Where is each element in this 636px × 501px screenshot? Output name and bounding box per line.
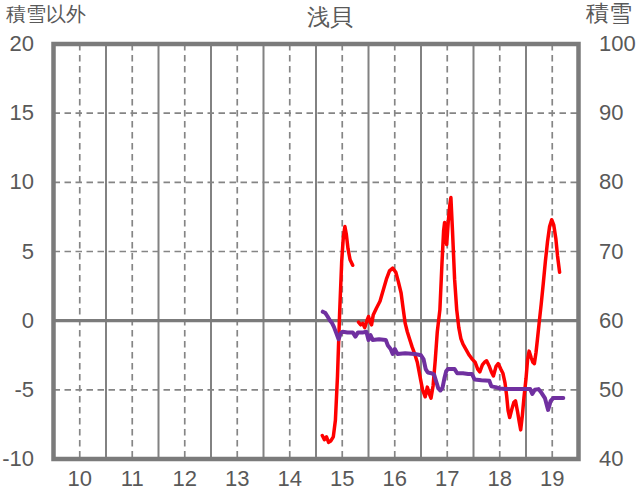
x-axis-tick-label: 16 [370,467,420,491]
right-axis-tick-label: 50 [599,378,623,402]
line-chart: 積雪以外 浅貝 積雪 20151050-5-101009080706050401… [0,0,636,501]
right-axis-tick-label: 70 [599,240,623,264]
x-axis-tick-label: 14 [265,467,315,491]
right-axis-tick-label: 60 [599,309,623,333]
left-axis-tick-label: 10 [0,170,34,194]
x-axis-tick-label: 11 [107,467,157,491]
x-axis-tick-label: 13 [212,467,262,491]
x-axis-tick-label: 15 [317,467,367,491]
left-axis-title: 積雪以外 [6,1,86,28]
chart-title: 浅貝 [307,2,353,33]
left-axis-tick-label: 15 [0,101,34,125]
left-axis-tick-label: 5 [0,240,34,264]
left-axis-tick-label: 20 [0,32,34,56]
x-axis-tick-label: 17 [422,467,472,491]
plot-svg [0,0,636,501]
right-axis-title: 積雪 [586,0,632,29]
left-axis-tick-label: -5 [0,378,34,402]
series-other-than-snow [359,198,560,430]
x-axis-tick-label: 10 [55,467,105,491]
right-axis-tick-label: 40 [599,447,623,471]
left-axis-tick-label: -10 [0,447,34,471]
right-axis-tick-label: 90 [599,101,623,125]
x-axis-tick-label: 12 [160,467,210,491]
x-axis-tick-label: 19 [527,467,577,491]
left-axis-tick-label: 0 [0,309,34,333]
right-axis-tick-label: 100 [599,32,636,56]
x-axis-tick-label: 18 [475,467,525,491]
right-axis-tick-label: 80 [599,170,623,194]
